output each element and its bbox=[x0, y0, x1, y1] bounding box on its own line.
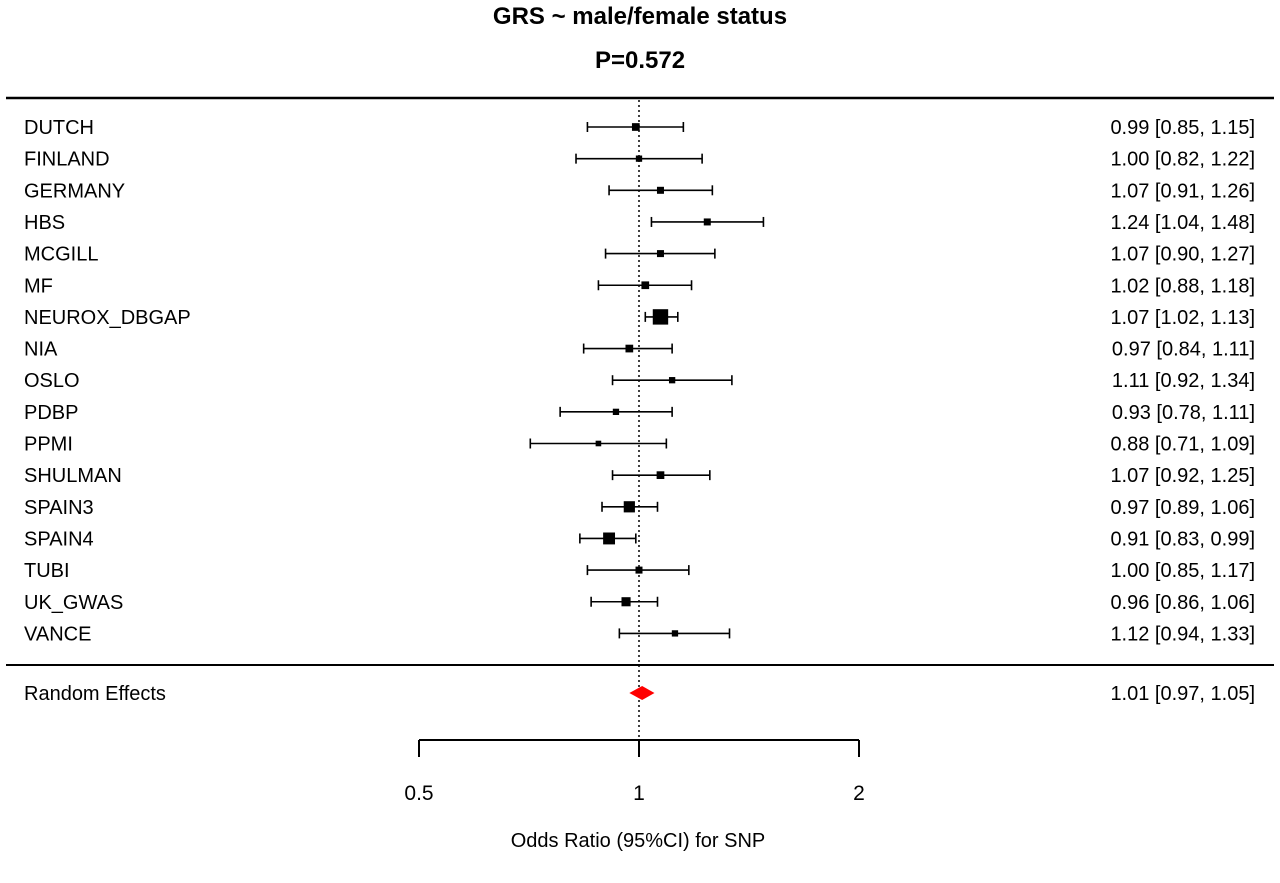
study-label: TUBI bbox=[24, 560, 70, 582]
study-row: NEUROX_DBGAP 1.07 [1.02, 1.13] bbox=[24, 307, 1255, 329]
ci-label: 1.07 [0.90, 1.27] bbox=[1110, 244, 1255, 266]
point-estimate bbox=[656, 250, 664, 258]
x-axis-title: Odds Ratio (95%CI) for SNP bbox=[511, 830, 766, 852]
point-estimate bbox=[612, 408, 620, 415]
ci-label: 0.93 [0.78, 1.11] bbox=[1112, 402, 1255, 424]
ci-label: 1.00 [0.85, 1.17] bbox=[1110, 560, 1255, 582]
study-row: NIA 0.97 [0.84, 1.11] bbox=[24, 339, 1255, 361]
x-axis: 0.5 1 2 bbox=[404, 739, 865, 805]
point-estimate bbox=[621, 597, 631, 607]
study-label: MCGILL bbox=[24, 244, 98, 266]
study-label: VANCE bbox=[24, 623, 91, 645]
point-estimate bbox=[671, 630, 679, 637]
chart-title: GRS ~ male/female status bbox=[493, 3, 787, 30]
point-estimate bbox=[656, 186, 664, 194]
study-row: MCGILL 1.07 [0.90, 1.27] bbox=[24, 244, 1255, 266]
study-label: SPAIN3 bbox=[24, 497, 94, 519]
study-row: SHULMAN 1.07 [0.92, 1.25] bbox=[24, 465, 1255, 487]
study-row: OSLO 1.11 [0.92, 1.34] bbox=[24, 370, 1255, 392]
ci-label: 1.24 [1.04, 1.48] bbox=[1110, 212, 1255, 234]
summary-ci-label: 1.01 [0.97, 1.05] bbox=[1110, 683, 1255, 705]
study-label: MF bbox=[24, 275, 53, 297]
ci-label: 1.07 [1.02, 1.13] bbox=[1110, 307, 1255, 329]
ci-label: 1.02 [0.88, 1.18] bbox=[1110, 275, 1255, 297]
ci-label: 0.88 [0.71, 1.09] bbox=[1110, 434, 1255, 456]
x-tick-label: 0.5 bbox=[404, 782, 433, 805]
point-estimate bbox=[635, 155, 643, 162]
study-row: MF 1.02 [0.88, 1.18] bbox=[24, 275, 1255, 297]
study-row: GERMANY 1.07 [0.91, 1.26] bbox=[24, 180, 1255, 202]
study-row: SPAIN3 0.97 [0.89, 1.06] bbox=[24, 497, 1255, 519]
study-row: TUBI 1.00 [0.85, 1.17] bbox=[24, 560, 1255, 582]
point-estimate bbox=[656, 471, 665, 479]
study-row: HBS 1.24 [1.04, 1.48] bbox=[24, 212, 1255, 234]
summary-row: Random Effects 1.01 [0.97, 1.05] bbox=[24, 683, 1255, 705]
ci-label: 0.91 [0.83, 0.99] bbox=[1110, 528, 1255, 550]
summary-diamond bbox=[629, 686, 655, 700]
study-row: VANCE 1.12 [0.94, 1.33] bbox=[24, 623, 1255, 645]
study-row: SPAIN4 0.91 [0.83, 0.99] bbox=[24, 528, 1255, 550]
point-estimate bbox=[603, 532, 616, 545]
study-label: DUTCH bbox=[24, 117, 94, 139]
point-estimate bbox=[635, 566, 643, 574]
chart-subtitle: P=0.572 bbox=[595, 47, 685, 74]
study-label: SPAIN4 bbox=[24, 528, 94, 550]
ci-label: 1.07 [0.92, 1.25] bbox=[1110, 465, 1255, 487]
ci-label: 0.97 [0.89, 1.06] bbox=[1110, 497, 1255, 519]
point-estimate bbox=[623, 501, 635, 513]
study-label: NIA bbox=[24, 339, 58, 361]
ci-label: 1.11 [0.92, 1.34] bbox=[1112, 370, 1255, 392]
study-label: SHULMAN bbox=[24, 465, 122, 487]
point-estimate bbox=[668, 377, 676, 384]
x-tick-label: 2 bbox=[853, 782, 865, 805]
study-label: PDBP bbox=[24, 402, 78, 424]
summary-label: Random Effects bbox=[24, 683, 166, 705]
study-label: NEUROX_DBGAP bbox=[24, 307, 191, 329]
ci-label: 1.07 [0.91, 1.26] bbox=[1110, 180, 1255, 202]
study-label: GERMANY bbox=[24, 180, 125, 202]
ci-label: 0.96 [0.86, 1.06] bbox=[1110, 592, 1255, 614]
study-label: PPMI bbox=[24, 434, 73, 456]
study-row: PDBP 0.93 [0.78, 1.11] bbox=[24, 402, 1255, 424]
ci-label: 1.12 [0.94, 1.33] bbox=[1110, 623, 1255, 645]
study-row: DUTCH 0.99 [0.85, 1.15] bbox=[24, 117, 1255, 139]
ci-label: 0.97 [0.84, 1.11] bbox=[1112, 339, 1255, 361]
study-row: UK_GWAS 0.96 [0.86, 1.06] bbox=[24, 592, 1255, 614]
point-estimate bbox=[595, 440, 602, 447]
study-label: UK_GWAS bbox=[24, 592, 123, 614]
study-label: HBS bbox=[24, 212, 65, 234]
x-tick-label: 1 bbox=[633, 782, 645, 805]
point-estimate bbox=[625, 344, 634, 353]
point-estimate bbox=[703, 218, 711, 226]
study-label: FINLAND bbox=[24, 149, 110, 171]
ci-label: 1.00 [0.82, 1.22] bbox=[1110, 149, 1255, 171]
ci-label: 0.99 [0.85, 1.15] bbox=[1110, 117, 1255, 139]
point-estimate bbox=[641, 281, 650, 290]
study-rows: DUTCH 0.99 [0.85, 1.15] FINLAND 1.00 [0.82,… bbox=[24, 117, 1255, 645]
study-row: FINLAND 1.00 [0.82, 1.22] bbox=[24, 149, 1255, 171]
point-estimate bbox=[652, 309, 669, 325]
study-label: OSLO bbox=[24, 370, 80, 392]
point-estimate bbox=[631, 123, 640, 131]
study-row: PPMI 0.88 [0.71, 1.09] bbox=[24, 434, 1255, 456]
